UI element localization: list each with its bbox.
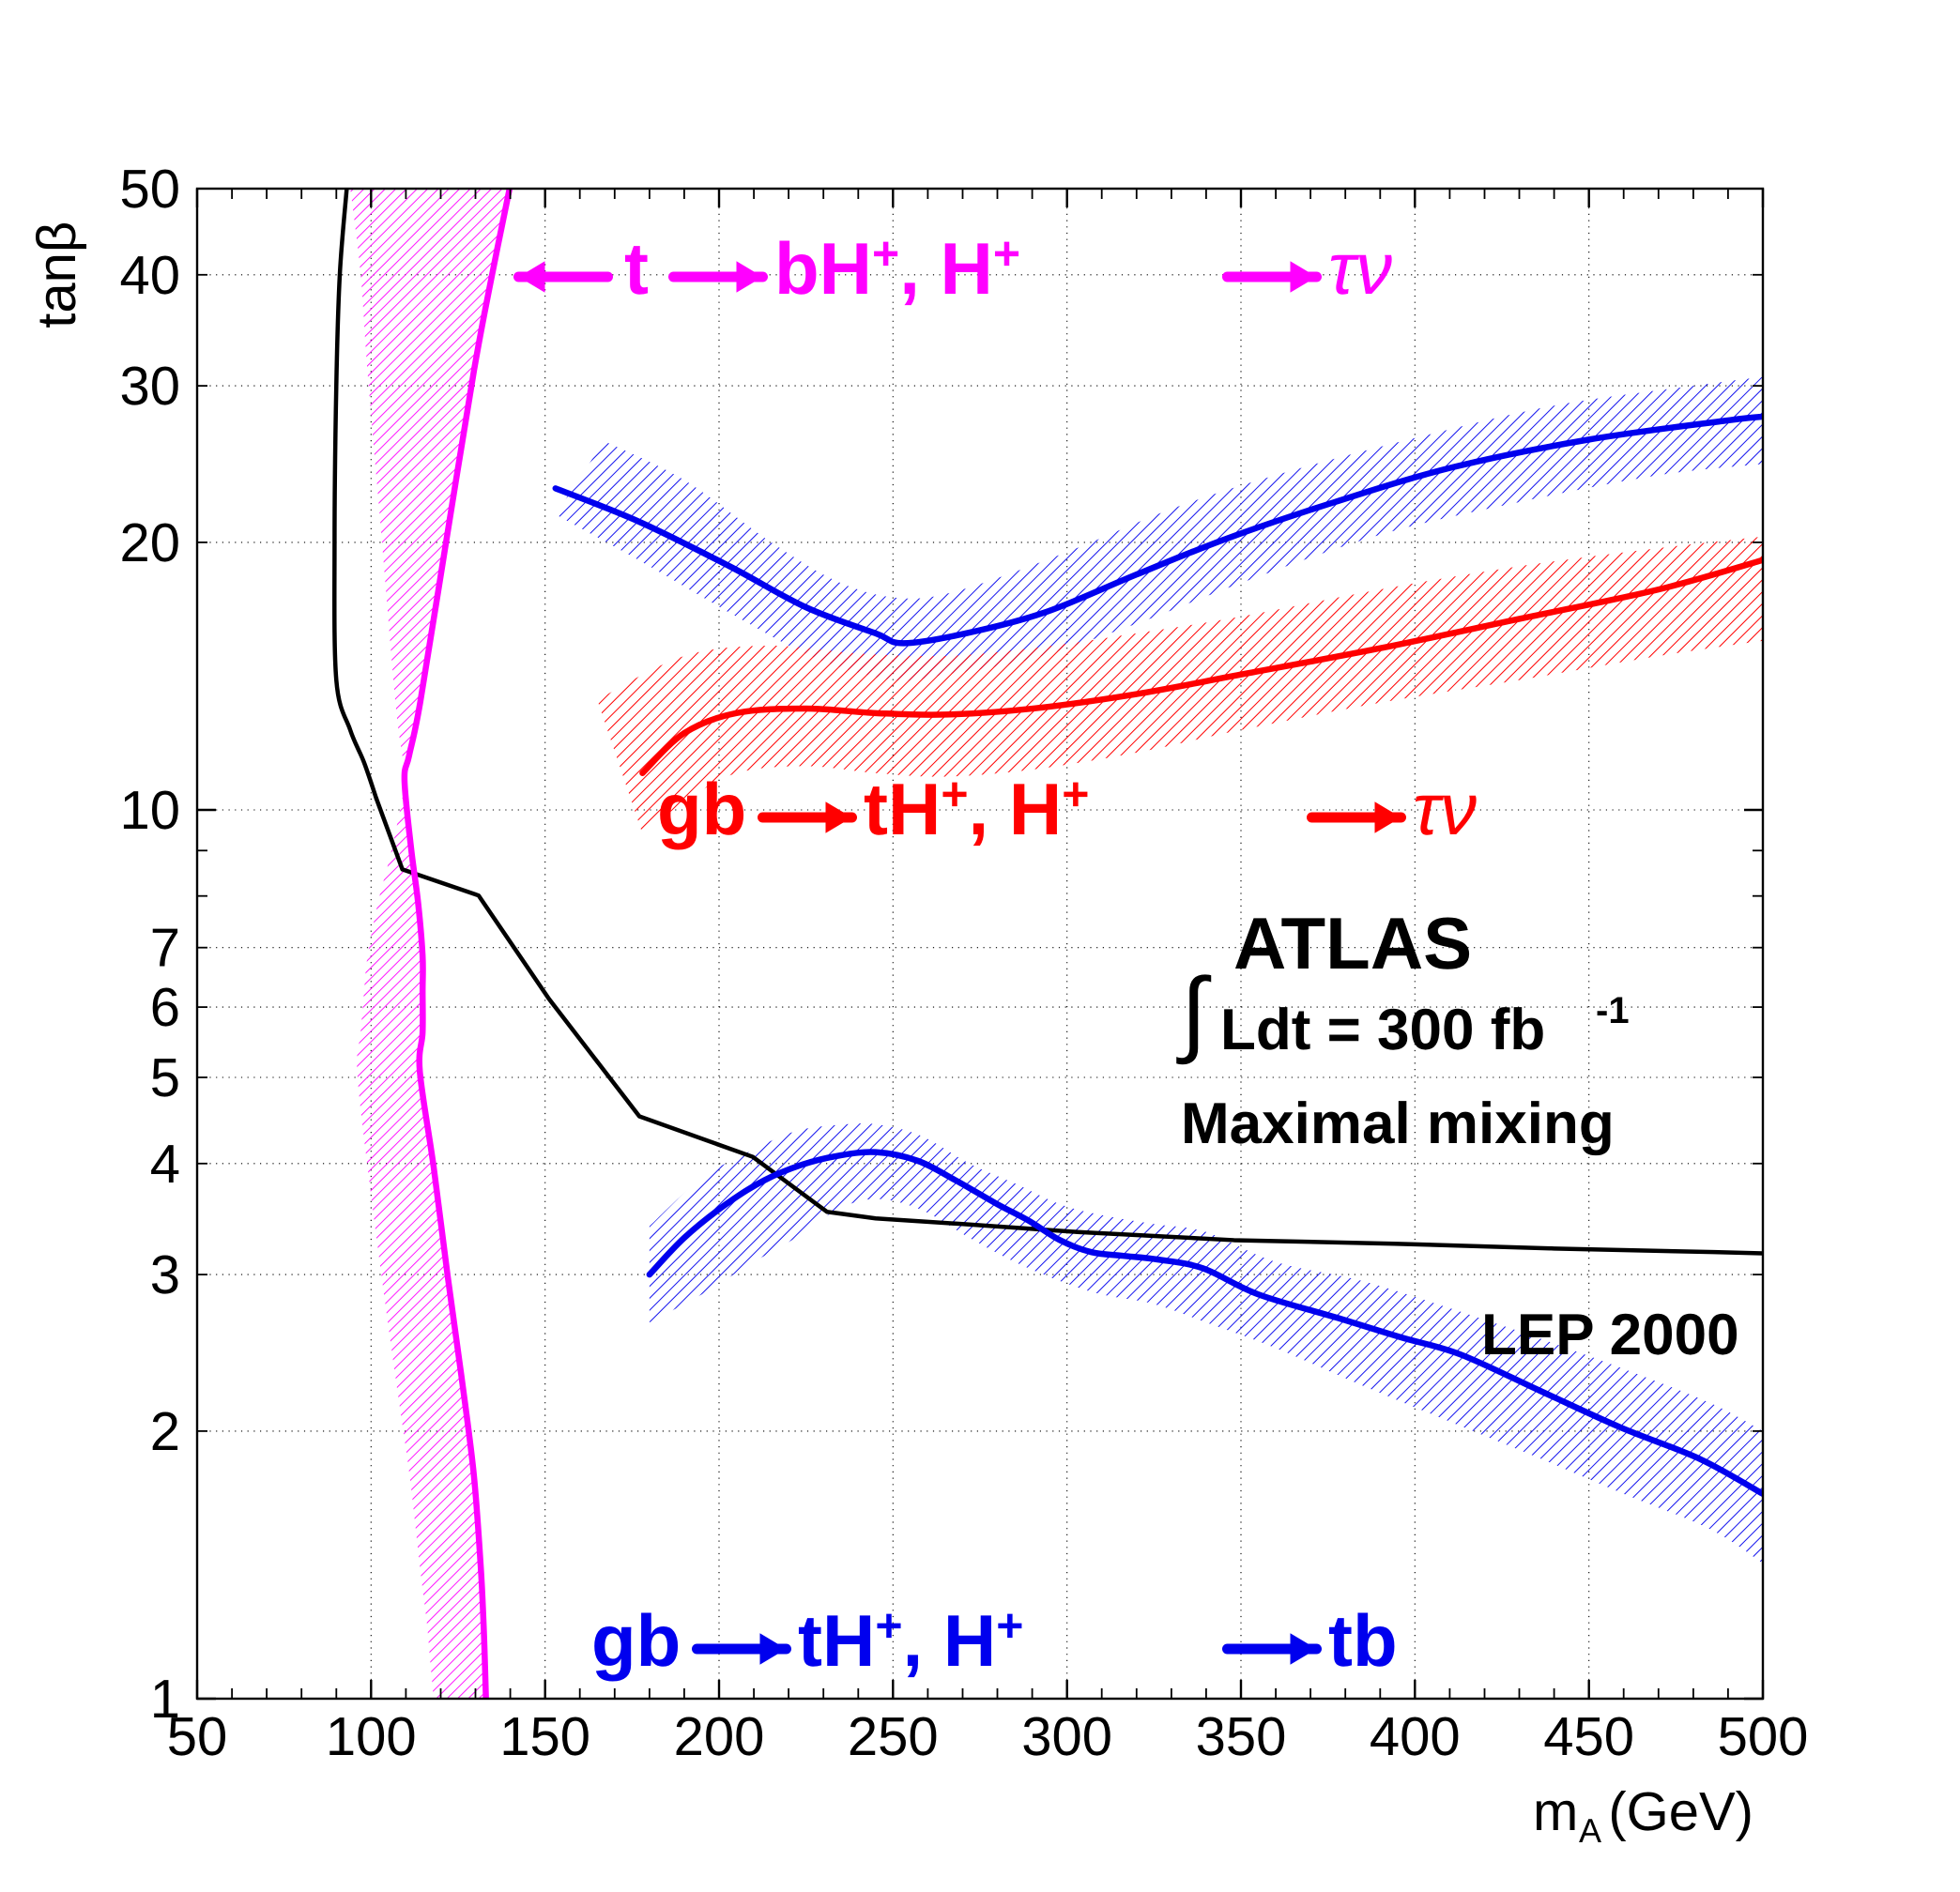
svg-text:6: 6 (150, 977, 180, 1038)
svg-text:A: A (1579, 1811, 1601, 1850)
svg-text:350: 350 (1196, 1706, 1287, 1767)
svg-text:40: 40 (119, 245, 180, 306)
svg-text:250: 250 (848, 1706, 939, 1767)
svg-text:Ldt = 300 fb: Ldt = 300 fb (1220, 998, 1545, 1062)
svg-text:Maximal mixing: Maximal mixing (1181, 1091, 1615, 1156)
svg-text:-1: -1 (1596, 990, 1630, 1031)
svg-text:500: 500 (1718, 1706, 1809, 1767)
svg-text:150: 150 (499, 1706, 590, 1767)
svg-text:tanβ: tanβ (26, 221, 87, 328)
svg-text:3: 3 (150, 1244, 180, 1305)
svg-text:∫: ∫ (1176, 959, 1212, 1065)
svg-text:7: 7 (150, 918, 180, 979)
svg-text:300: 300 (1021, 1706, 1112, 1767)
svg-text:100: 100 (326, 1706, 417, 1767)
svg-text:t: t (624, 227, 649, 310)
svg-text:50: 50 (119, 159, 180, 220)
svg-text:gb: gb (657, 768, 746, 850)
svg-text:10: 10 (119, 780, 180, 841)
svg-text:20: 20 (119, 512, 180, 573)
svg-text:200: 200 (674, 1706, 765, 1767)
svg-text:ATLAS: ATLAS (1233, 902, 1472, 984)
svg-text:2: 2 (150, 1401, 180, 1462)
svg-text:tH+, H+: tH+, H+ (798, 1599, 1023, 1682)
svg-text:τν: τν (1328, 227, 1392, 310)
svg-text:400: 400 (1370, 1706, 1461, 1767)
svg-text:4: 4 (150, 1134, 180, 1195)
svg-text:LEP 2000: LEP 2000 (1481, 1303, 1739, 1367)
svg-text:tb: tb (1328, 1599, 1398, 1682)
svg-text:m: m (1533, 1781, 1578, 1842)
svg-text:1: 1 (150, 1669, 180, 1730)
svg-text:30: 30 (119, 356, 180, 417)
svg-text:5: 5 (150, 1047, 180, 1108)
svg-text:gb: gb (591, 1599, 681, 1682)
svg-text:(GeV): (GeV) (1608, 1781, 1753, 1842)
svg-text:τν: τν (1413, 768, 1477, 850)
svg-text:450: 450 (1543, 1706, 1634, 1767)
svg-text:tH+, H+: tH+, H+ (864, 768, 1089, 850)
